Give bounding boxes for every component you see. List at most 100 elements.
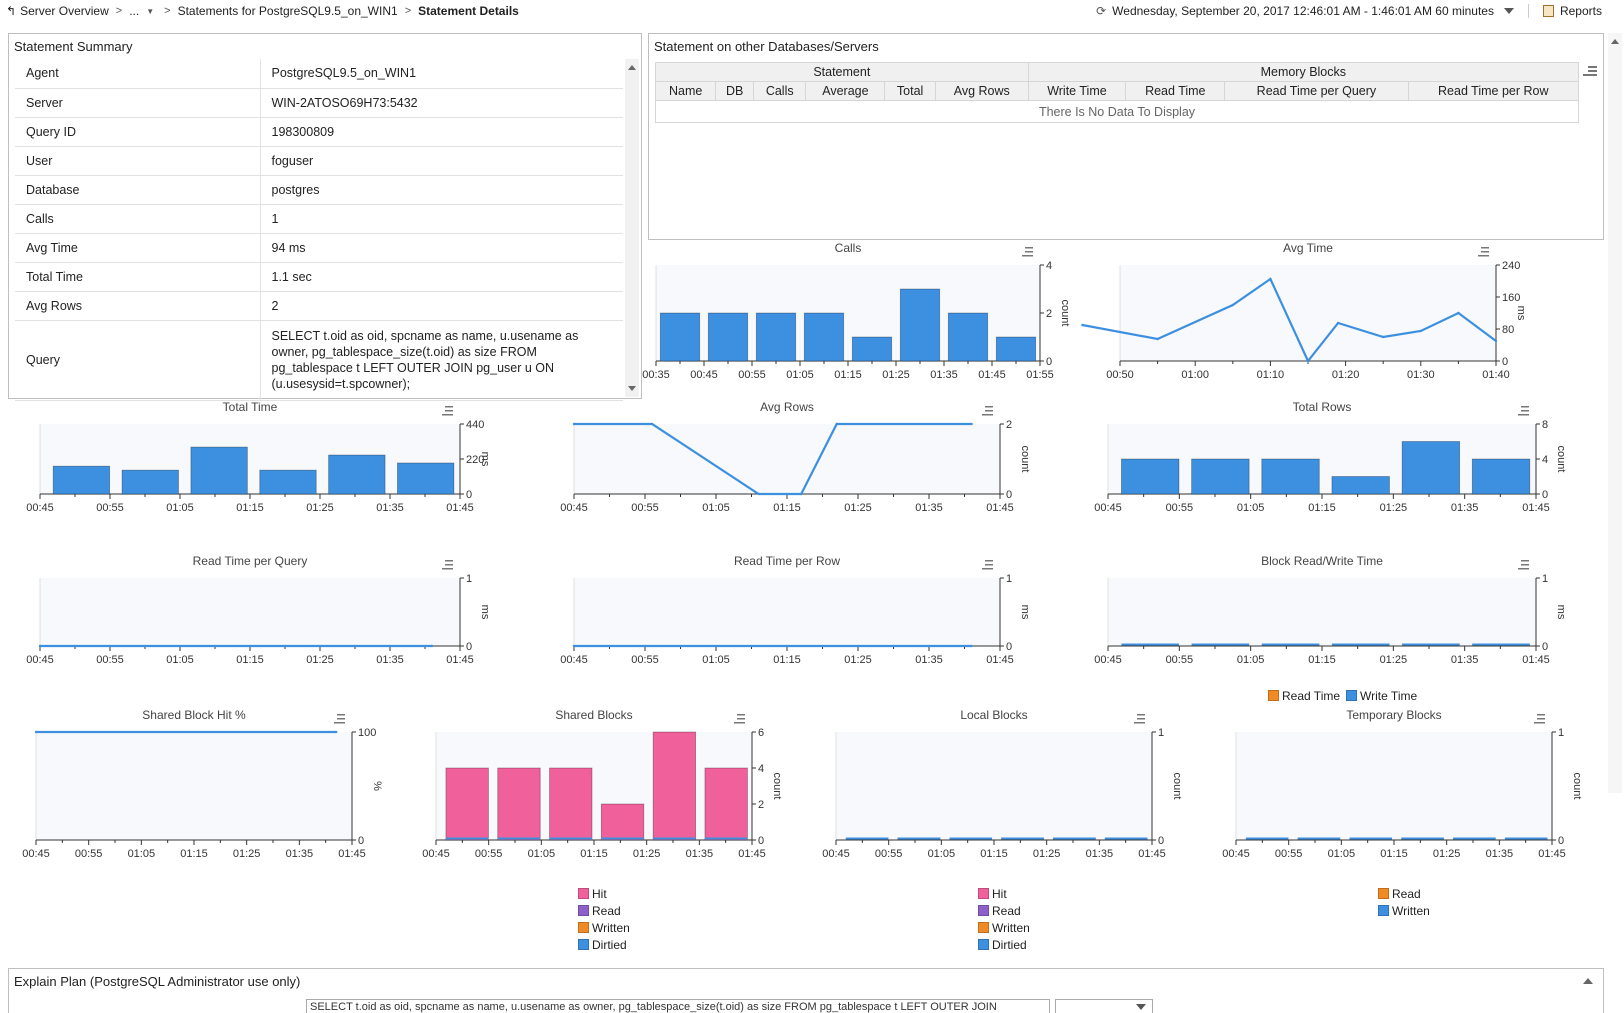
column-header[interactable]: Name xyxy=(654,81,717,101)
bar[interactable] xyxy=(445,767,489,841)
legend-item[interactable]: Read xyxy=(978,902,1030,919)
summary-scrollbar[interactable] xyxy=(625,59,639,397)
data-point[interactable] xyxy=(1269,277,1272,281)
breadcrumb-ellipsis[interactable]: ... xyxy=(129,4,140,18)
column-header[interactable]: Total xyxy=(884,81,936,101)
bar[interactable] xyxy=(851,336,893,362)
bar[interactable] xyxy=(755,312,797,362)
chart-menu-icon[interactable] xyxy=(442,406,453,416)
bar[interactable] xyxy=(259,469,317,495)
data-point[interactable] xyxy=(1494,339,1498,343)
bar[interactable] xyxy=(1191,458,1250,495)
legend-item[interactable]: Read xyxy=(578,902,630,919)
chart-menu-icon[interactable] xyxy=(1534,714,1545,724)
bar[interactable] xyxy=(121,469,179,495)
legend-item[interactable]: Read xyxy=(1378,885,1430,902)
bar[interactable] xyxy=(704,767,748,841)
data-point[interactable] xyxy=(335,730,338,734)
legend-item[interactable]: Dirtied xyxy=(978,936,1030,953)
chart-menu-icon[interactable] xyxy=(982,406,993,416)
legend-item[interactable]: Written xyxy=(1378,902,1430,919)
page-scrollbar[interactable] xyxy=(1608,33,1622,793)
data-point[interactable] xyxy=(1231,303,1234,307)
collapse-icon[interactable] xyxy=(1583,978,1593,984)
data-point[interactable] xyxy=(38,644,42,648)
column-header[interactable]: Calls xyxy=(752,81,807,101)
back-arrow-icon[interactable]: ↰ xyxy=(6,4,17,18)
explain-query-input[interactable]: SELECT t.oid as oid, spcname as name, u.… xyxy=(306,999,1050,1013)
scroll-up-icon[interactable] xyxy=(1611,39,1619,44)
bar[interactable] xyxy=(1401,441,1461,495)
bar[interactable] xyxy=(497,767,541,841)
chart-menu-icon[interactable] xyxy=(1478,247,1489,257)
bar[interactable] xyxy=(190,446,248,495)
bar[interactable] xyxy=(1331,476,1390,495)
series-line[interactable] xyxy=(574,422,972,496)
chevron-down-icon[interactable] xyxy=(1136,1004,1146,1010)
data-point[interactable] xyxy=(970,644,973,648)
data-point[interactable] xyxy=(430,644,434,648)
legend-item[interactable]: Read Time xyxy=(1268,687,1340,704)
legend-item[interactable]: Written xyxy=(978,919,1030,936)
chart-menu-icon[interactable] xyxy=(1518,406,1529,416)
column-header[interactable]: Write Time xyxy=(1027,81,1127,101)
data-point[interactable] xyxy=(757,492,760,496)
bar[interactable] xyxy=(947,312,989,362)
data-point[interactable] xyxy=(650,422,654,426)
explain-mode-select[interactable] xyxy=(1055,999,1153,1013)
bar[interactable] xyxy=(52,465,111,495)
reports-button[interactable]: Reports xyxy=(1559,4,1602,18)
bar[interactable] xyxy=(803,312,845,362)
bar[interactable] xyxy=(995,336,1037,362)
reports-icon[interactable] xyxy=(1542,5,1554,17)
bar[interactable] xyxy=(600,803,645,841)
chart-menu-icon[interactable] xyxy=(1022,247,1033,257)
bar[interactable] xyxy=(328,454,386,495)
bar[interactable] xyxy=(899,288,941,362)
data-point[interactable] xyxy=(1081,323,1084,327)
bar[interactable] xyxy=(1121,458,1180,495)
bar[interactable] xyxy=(549,767,593,841)
data-point[interactable] xyxy=(572,644,576,648)
chart-menu-icon[interactable] xyxy=(1134,714,1145,724)
bar[interactable] xyxy=(1261,458,1320,495)
breadcrumb-server-overview[interactable]: Server Overview xyxy=(20,4,109,18)
chevron-down-icon[interactable]: ▼ xyxy=(146,6,155,16)
column-header[interactable]: Read Time per Row xyxy=(1407,81,1580,101)
chart-menu-icon[interactable] xyxy=(334,714,345,724)
bar[interactable] xyxy=(652,731,697,841)
data-point[interactable] xyxy=(1306,359,1310,363)
bar[interactable] xyxy=(707,312,749,362)
data-point[interactable] xyxy=(1156,337,1159,341)
data-point[interactable] xyxy=(572,422,576,426)
data-point[interactable] xyxy=(835,422,838,426)
legend-item[interactable]: Hit xyxy=(978,885,1030,902)
column-header[interactable]: Avg Rows xyxy=(934,81,1029,101)
series-line[interactable] xyxy=(1082,277,1497,364)
legend-item[interactable]: Hit xyxy=(578,885,630,902)
column-header[interactable]: Read Time xyxy=(1125,81,1226,101)
bar[interactable] xyxy=(659,312,701,362)
data-point[interactable] xyxy=(34,730,38,734)
time-range-selector[interactable]: Wednesday, September 20, 2017 12:46:01 A… xyxy=(1112,4,1494,18)
data-point[interactable] xyxy=(1457,311,1460,315)
chart-menu-icon[interactable] xyxy=(982,560,993,570)
column-header[interactable]: Average xyxy=(805,81,886,101)
legend-item[interactable]: Dirtied xyxy=(578,936,630,953)
scroll-down-icon[interactable] xyxy=(628,386,636,391)
refresh-icon[interactable]: ⟳ xyxy=(1096,4,1107,18)
chevron-down-icon[interactable] xyxy=(1503,8,1514,14)
data-point[interactable] xyxy=(800,492,803,496)
legend-item[interactable]: Written xyxy=(578,919,630,936)
column-header[interactable]: Read Time per Query xyxy=(1224,81,1409,101)
bar[interactable] xyxy=(1471,458,1531,495)
chart-menu-icon[interactable] xyxy=(442,560,453,570)
data-point[interactable] xyxy=(1336,321,1340,325)
chart-menu-icon[interactable] xyxy=(1518,560,1529,570)
legend-item[interactable]: Write Time xyxy=(1346,687,1417,704)
chart-menu-icon[interactable] xyxy=(734,714,745,724)
scroll-up-icon[interactable] xyxy=(628,65,636,70)
breadcrumb-statements[interactable]: Statements for PostgreSQL9.5_on_WIN1 xyxy=(177,4,398,18)
grid-menu-icon[interactable] xyxy=(1583,66,1597,77)
data-point[interactable] xyxy=(970,422,973,426)
